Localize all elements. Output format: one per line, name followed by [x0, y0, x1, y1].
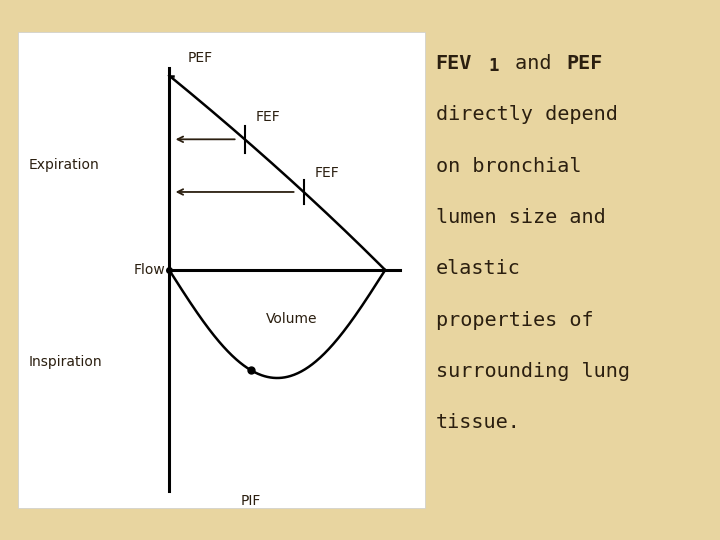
- FancyBboxPatch shape: [18, 32, 425, 508]
- Text: PEF: PEF: [187, 51, 212, 65]
- Text: 1: 1: [488, 57, 499, 75]
- Text: lumen size and: lumen size and: [436, 208, 606, 227]
- Text: Volume: Volume: [266, 312, 318, 326]
- Text: FEF: FEF: [256, 110, 280, 124]
- Text: Flow: Flow: [134, 263, 166, 277]
- Text: tissue.: tissue.: [436, 413, 521, 432]
- Text: PEF: PEF: [567, 54, 603, 73]
- Text: directly depend: directly depend: [436, 105, 618, 124]
- Text: FEF: FEF: [315, 166, 339, 180]
- Text: Expiration: Expiration: [29, 158, 99, 172]
- Text: Inspiration: Inspiration: [29, 355, 102, 369]
- Text: on bronchial: on bronchial: [436, 157, 581, 176]
- Text: FEV: FEV: [436, 54, 472, 73]
- Text: PIF: PIF: [241, 494, 261, 508]
- Text: and: and: [503, 54, 563, 73]
- Text: surrounding lung: surrounding lung: [436, 362, 629, 381]
- Text: properties of: properties of: [436, 310, 593, 329]
- Text: elastic: elastic: [436, 259, 521, 278]
